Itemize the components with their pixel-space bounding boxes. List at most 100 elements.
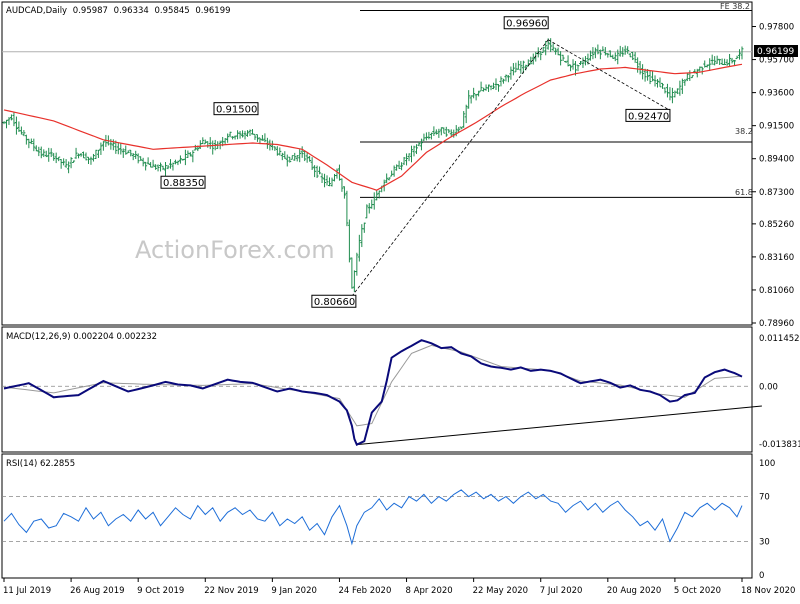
swing-line-down (547, 39, 671, 111)
ohlc-bar (606, 53, 610, 58)
ohlc-bar (499, 76, 503, 87)
ohlc-bar (479, 81, 483, 92)
ohlc-bar (516, 60, 520, 70)
ohlc-bar (243, 130, 247, 140)
ohlc-bar (459, 126, 463, 130)
ohlc-bar (405, 153, 409, 166)
ohlc-bar (278, 147, 282, 156)
ohlc-bar (154, 164, 158, 170)
ohlc-bar (208, 137, 212, 150)
ohlc-bar (397, 160, 401, 169)
ohlc-bar (94, 149, 98, 160)
ohlc-bar (330, 177, 334, 187)
ohlc-bar (564, 60, 568, 63)
ohlc-bar (710, 54, 714, 65)
ohlc-bar (718, 58, 722, 65)
ohlc-bar (437, 128, 441, 138)
ohlc-bar (129, 149, 133, 157)
annotations-layer: 0.88350 0.91500 0.80660 0.96960 0.92470 (160, 16, 671, 308)
rsi-panel-frame (1, 453, 753, 579)
ohlc-bar (638, 61, 642, 75)
ohlc-bar (613, 52, 617, 62)
ohlc-bar (683, 79, 687, 86)
open-value: 0.95987 (73, 6, 108, 16)
date-tick-label: 7 Jul 2020 (540, 586, 583, 596)
date-tick-label: 20 Aug 2020 (607, 586, 661, 596)
macd-tick-label: 0.00 (759, 382, 778, 392)
macd-layer (2, 339, 762, 447)
ohlc-bar (678, 80, 682, 96)
ohlc-bar (82, 151, 86, 159)
fib-382-label: 38.2 (735, 127, 753, 136)
ohlc-bar (328, 177, 332, 187)
ohlc-bar (211, 140, 215, 155)
ohlc-bar (618, 45, 622, 57)
ohlc-bar (400, 162, 404, 171)
price-annotation-0: 0.88350 (160, 175, 206, 189)
ohlc-bar (695, 68, 699, 78)
ohlc-bar (206, 141, 210, 148)
ohlc-bar (685, 73, 689, 82)
ohlc-bar (663, 87, 667, 94)
ohlc-bar (285, 154, 289, 167)
ohlc-bar (598, 49, 602, 60)
ohlc-bar (255, 134, 259, 142)
ohlc-bar (49, 148, 53, 158)
ohlc-bar (288, 156, 292, 163)
ohlc-bar (424, 132, 428, 141)
ohlc-bar (176, 160, 180, 166)
symbol-label: AUDCAD,Daily (6, 6, 67, 16)
price-tick-label: 0.89400 (759, 155, 794, 165)
ohlc-bar (377, 190, 381, 199)
ohlc-bar (44, 150, 48, 158)
date-tick-label: 24 Feb 2020 (338, 586, 391, 596)
ohlc-bar (648, 70, 652, 85)
ohlc-bar (178, 155, 182, 164)
ohlc-bar (390, 170, 394, 177)
ohlc-bar (72, 160, 76, 163)
ohlc-bar (402, 156, 406, 165)
macd-tick-label: 0.011452 (759, 334, 800, 344)
ohlc-bar (414, 144, 418, 155)
date-tick-label: 22 Nov 2019 (204, 586, 258, 596)
ohlc-bar (241, 130, 245, 138)
moving-average-line (3, 63, 743, 191)
ohlc-bar (253, 133, 257, 140)
ohlc-bar (660, 82, 664, 89)
ohlc-bar (201, 137, 205, 145)
ohlc-bar (39, 146, 43, 159)
ohlc-bar (487, 84, 491, 92)
ohlc-bar (54, 152, 58, 164)
ohlc-bar (290, 155, 294, 160)
ohlc-bar (581, 57, 585, 68)
ohlc-bar (735, 55, 739, 60)
svg-text:0.92470: 0.92470 (628, 111, 669, 122)
ohlc-bar (715, 55, 719, 64)
ohlc-bar (708, 58, 712, 71)
ohlc-bar (320, 173, 324, 184)
ohlc-bar (308, 155, 312, 162)
ohlc-bar (738, 49, 742, 60)
ohlc-bar (34, 145, 38, 152)
ohlc-bar (47, 147, 51, 162)
date-tick-label: 18 Nov 2020 (741, 586, 795, 596)
price-tick-label: 0.95700 (759, 56, 794, 66)
ohlc-bar (144, 161, 148, 171)
ohlc-bar (37, 146, 41, 157)
ohlc-bar (191, 150, 195, 163)
ohlc-bar (636, 57, 640, 73)
ohlc-bar (514, 62, 518, 73)
ohlc-bar (193, 144, 197, 151)
macd-label: MACD(12,26,9) 0.002204 0.002232 (6, 332, 157, 342)
price-tick-label: 0.78960 (759, 319, 794, 329)
ohlc-bar (733, 59, 737, 66)
ohlc-bar (472, 87, 476, 99)
price-bars-layer (2, 38, 744, 293)
ohlc-bar (392, 165, 396, 177)
ohlc-bar (19, 126, 23, 135)
ohlc-bar (469, 95, 473, 104)
ohlc-bar (124, 145, 128, 155)
ohlc-bar (444, 126, 448, 137)
watermark: ActionForex.com (135, 236, 335, 264)
ohlc-bar (477, 90, 481, 97)
